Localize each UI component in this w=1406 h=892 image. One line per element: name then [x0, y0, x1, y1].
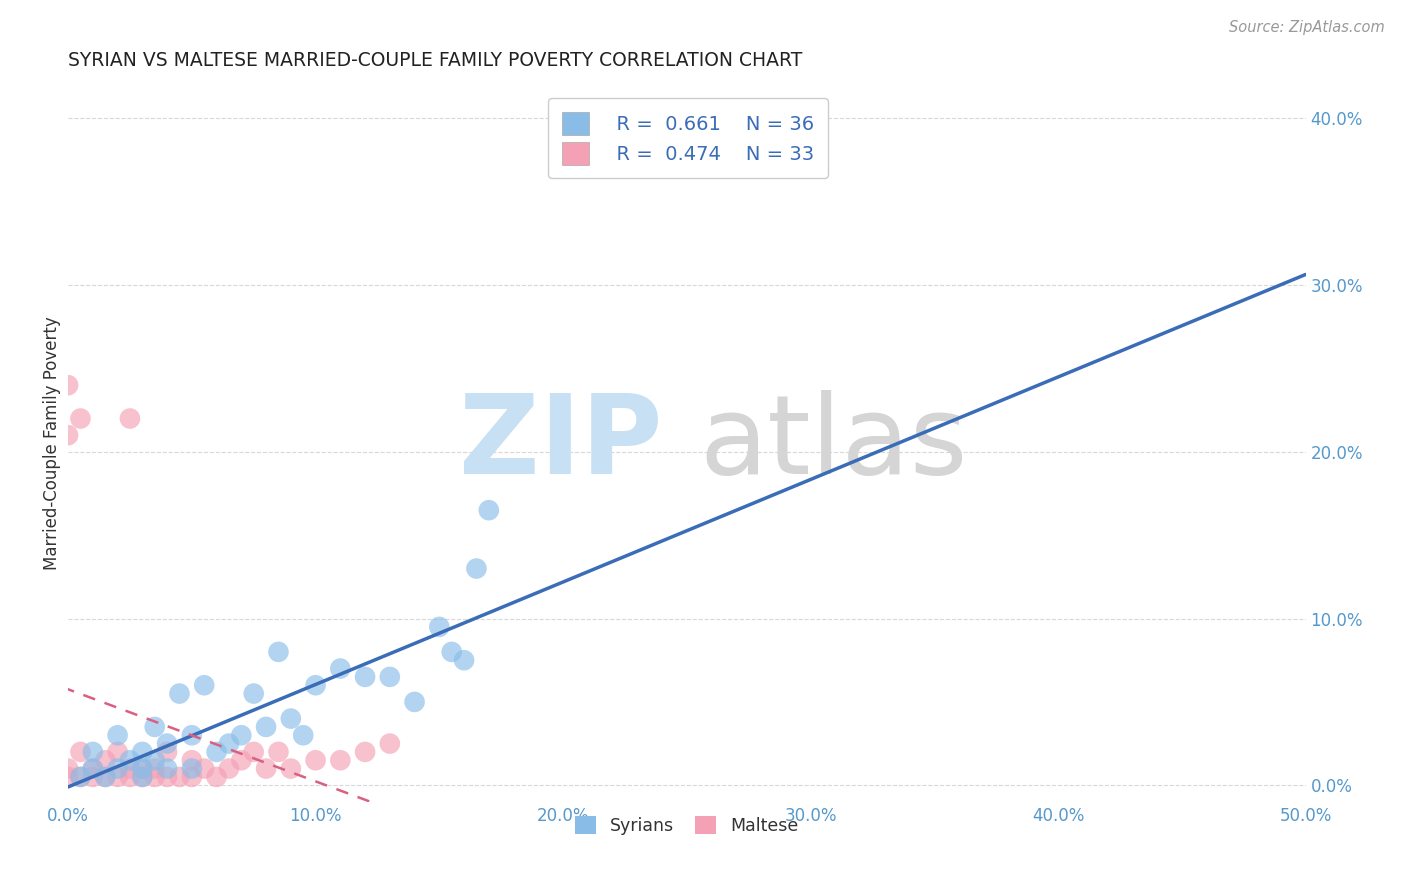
Point: [143, 753, 166, 767]
Point: [254, 720, 277, 734]
Point: [56, 378, 79, 392]
Point: [478, 503, 501, 517]
Point: [131, 770, 153, 784]
Point: [242, 687, 264, 701]
Point: [143, 720, 166, 734]
Y-axis label: Married-Couple Family Poverty: Married-Couple Family Poverty: [44, 317, 60, 570]
Point: [354, 745, 377, 759]
Text: SYRIAN VS MALTESE MARRIED-COUPLE FAMILY POVERTY CORRELATION CHART: SYRIAN VS MALTESE MARRIED-COUPLE FAMILY …: [67, 51, 803, 70]
Point: [378, 737, 401, 751]
Point: [56, 428, 79, 442]
Point: [107, 770, 129, 784]
Point: [231, 728, 253, 742]
Point: [205, 770, 228, 784]
Point: [82, 762, 104, 776]
Point: [131, 762, 153, 776]
Point: [107, 762, 129, 776]
Point: [143, 770, 166, 784]
Point: [280, 712, 302, 726]
Point: [267, 745, 290, 759]
Point: [131, 770, 153, 784]
Point: [180, 728, 202, 742]
Point: [267, 645, 290, 659]
Point: [156, 737, 179, 751]
Point: [94, 753, 117, 767]
Point: [107, 745, 129, 759]
Point: [118, 770, 141, 784]
Point: [156, 770, 179, 784]
Text: ZIP: ZIP: [458, 390, 662, 497]
Point: [218, 762, 240, 776]
Point: [440, 645, 463, 659]
Point: [169, 770, 191, 784]
Point: [205, 745, 228, 759]
Point: [169, 687, 191, 701]
Point: [218, 737, 240, 751]
Point: [292, 728, 315, 742]
Legend: Syrians, Maltese: Syrians, Maltese: [567, 807, 807, 844]
Point: [404, 695, 426, 709]
Point: [118, 762, 141, 776]
Point: [94, 770, 117, 784]
Point: [118, 753, 141, 767]
Point: [107, 728, 129, 742]
Point: [180, 770, 202, 784]
Point: [143, 762, 166, 776]
Point: [329, 753, 352, 767]
Point: [94, 770, 117, 784]
Point: [378, 670, 401, 684]
Text: Source: ZipAtlas.com: Source: ZipAtlas.com: [1229, 20, 1385, 35]
Point: [156, 762, 179, 776]
Point: [69, 770, 91, 784]
Point: [254, 762, 277, 776]
Point: [242, 745, 264, 759]
Point: [354, 670, 377, 684]
Point: [69, 411, 91, 425]
Point: [193, 678, 215, 692]
Point: [231, 753, 253, 767]
Point: [56, 770, 79, 784]
Point: [82, 762, 104, 776]
Point: [180, 762, 202, 776]
Point: [156, 745, 179, 759]
Text: atlas: atlas: [699, 390, 967, 497]
Point: [329, 662, 352, 676]
Point: [304, 753, 326, 767]
Point: [82, 745, 104, 759]
Point: [131, 745, 153, 759]
Point: [427, 620, 450, 634]
Point: [280, 762, 302, 776]
Point: [118, 411, 141, 425]
Point: [56, 762, 79, 776]
Point: [180, 753, 202, 767]
Point: [304, 678, 326, 692]
Point: [69, 745, 91, 759]
Point: [465, 561, 488, 575]
Point: [193, 762, 215, 776]
Point: [69, 770, 91, 784]
Point: [82, 770, 104, 784]
Point: [453, 653, 475, 667]
Point: [131, 762, 153, 776]
